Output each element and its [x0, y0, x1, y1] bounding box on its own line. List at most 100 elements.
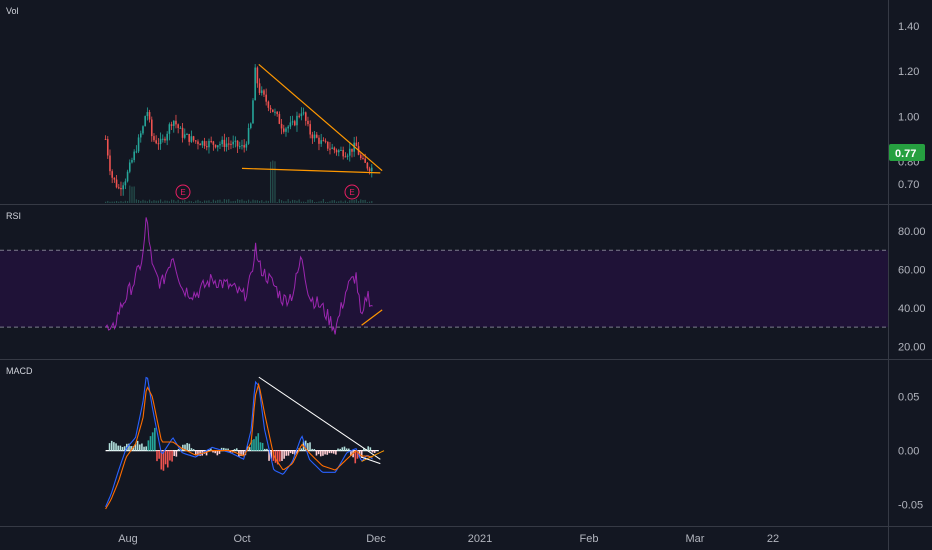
volume-bar: [316, 201, 318, 203]
macd-histogram-bar: [115, 443, 117, 451]
macd-histogram-bar: [289, 450, 292, 454]
candle-body: [265, 94, 267, 102]
candle-body: [337, 150, 340, 153]
candle-body: [170, 124, 173, 126]
candle-body: [309, 124, 311, 135]
rsi-line: [105, 217, 373, 335]
macd-histogram-bar: [343, 446, 346, 451]
macd-histogram-bar: [192, 449, 195, 451]
volume-bar: [157, 200, 159, 203]
macd-histogram-bar: [291, 450, 294, 455]
time-axis-ticks[interactable]: Aug Oct Dec 2021 Feb Mar 22: [118, 533, 779, 545]
volume-bar: [357, 201, 360, 203]
volume-bar: [263, 201, 265, 203]
candle-body: [164, 138, 166, 141]
macd-trendline: [258, 376, 381, 460]
volume-bar: [142, 199, 144, 203]
candle-body: [364, 158, 366, 163]
volume-bar: [342, 201, 344, 203]
macd-histogram-bar: [294, 450, 296, 456]
candle-body: [243, 145, 245, 148]
earnings-marker-2[interactable]: E: [344, 184, 360, 200]
volume-bar: [118, 201, 120, 203]
volume-bar: [291, 199, 294, 203]
candle-body: [370, 167, 373, 172]
volume-bar: [104, 201, 107, 203]
volume-bar: [296, 200, 298, 203]
volume-bar: [153, 200, 155, 203]
volume-bar: [309, 199, 311, 203]
macd-histogram-bar: [322, 450, 324, 456]
candle-body: [201, 141, 204, 146]
candle-body: [278, 114, 281, 124]
macd-histogram-bar: [188, 443, 191, 451]
macd-histogram-bar: [266, 448, 268, 451]
candle-body: [311, 134, 314, 139]
y-axis-tick-label: 0.70: [898, 179, 919, 191]
macd-histogram-bar: [222, 447, 225, 451]
volume-bar: [190, 201, 192, 203]
volume-bar: [168, 201, 170, 203]
macd-histogram-bar: [160, 450, 163, 470]
volume-bar: [186, 201, 188, 203]
macd-histogram-bar: [143, 446, 145, 451]
volume-bar: [122, 201, 124, 203]
candle-body: [214, 144, 217, 148]
volume-bar: [173, 199, 175, 203]
volume-bar: [245, 200, 247, 203]
macd-histogram-bar: [315, 450, 318, 456]
macd-histogram-bar: [339, 448, 341, 451]
macd-histogram-bar: [151, 432, 154, 451]
y-axis-tick-label: 1.20: [898, 66, 919, 78]
macd-histogram-bar: [263, 448, 266, 451]
macd-histogram-bar: [212, 450, 214, 453]
macd-histogram-bar: [229, 450, 232, 453]
macd-histogram-bar: [251, 439, 253, 451]
candle-body: [225, 143, 228, 147]
volume-bar: [146, 201, 148, 203]
candle-body: [155, 140, 157, 144]
volume-bar: [131, 186, 133, 203]
volume-bar: [126, 201, 129, 203]
candle-body: [348, 148, 351, 156]
candle-body: [302, 112, 305, 114]
x-axis-tick-label: Feb: [580, 533, 599, 545]
candle-body: [133, 151, 135, 161]
candle-body: [344, 156, 347, 158]
volume-bars: [104, 160, 373, 203]
candle-body: [126, 171, 129, 182]
macd-histogram-bar: [309, 442, 311, 451]
volume-bar: [338, 201, 340, 203]
volume-bar: [162, 201, 164, 203]
y-axis-tick-label: 60.00: [898, 265, 926, 277]
volume-bar: [355, 199, 357, 203]
volume-bar: [364, 199, 366, 203]
macd-histogram-bar: [328, 450, 331, 454]
candle-body: [131, 160, 133, 163]
volume-bar: [276, 201, 278, 203]
volume-bar: [247, 199, 250, 203]
candle-body: [192, 136, 195, 141]
candle-body: [179, 127, 182, 129]
price-pane-label: Vol: [6, 6, 19, 16]
macd-histogram-bar: [279, 450, 281, 462]
macd-histogram-bar: [307, 443, 309, 451]
macd-histogram-bar: [182, 444, 184, 451]
candle-body: [230, 143, 232, 145]
macd-histogram-bar: [313, 449, 316, 451]
volume-bar: [107, 200, 109, 203]
macd-histogram-bar: [337, 448, 339, 451]
macd-histogram-bar: [259, 442, 262, 451]
volume-bar: [344, 200, 346, 203]
volume-bar: [250, 201, 252, 203]
candle-body: [335, 150, 338, 153]
volume-bar: [294, 200, 296, 203]
volume-bar: [170, 199, 173, 203]
x-axis-tick-label: Dec: [366, 533, 386, 545]
earnings-marker-1[interactable]: E: [175, 184, 191, 200]
volume-bar: [239, 199, 241, 203]
volume-bar: [192, 201, 195, 203]
macd-histogram-bar: [276, 450, 279, 465]
candle-body: [203, 141, 206, 147]
macd-histogram-bar: [233, 449, 236, 451]
